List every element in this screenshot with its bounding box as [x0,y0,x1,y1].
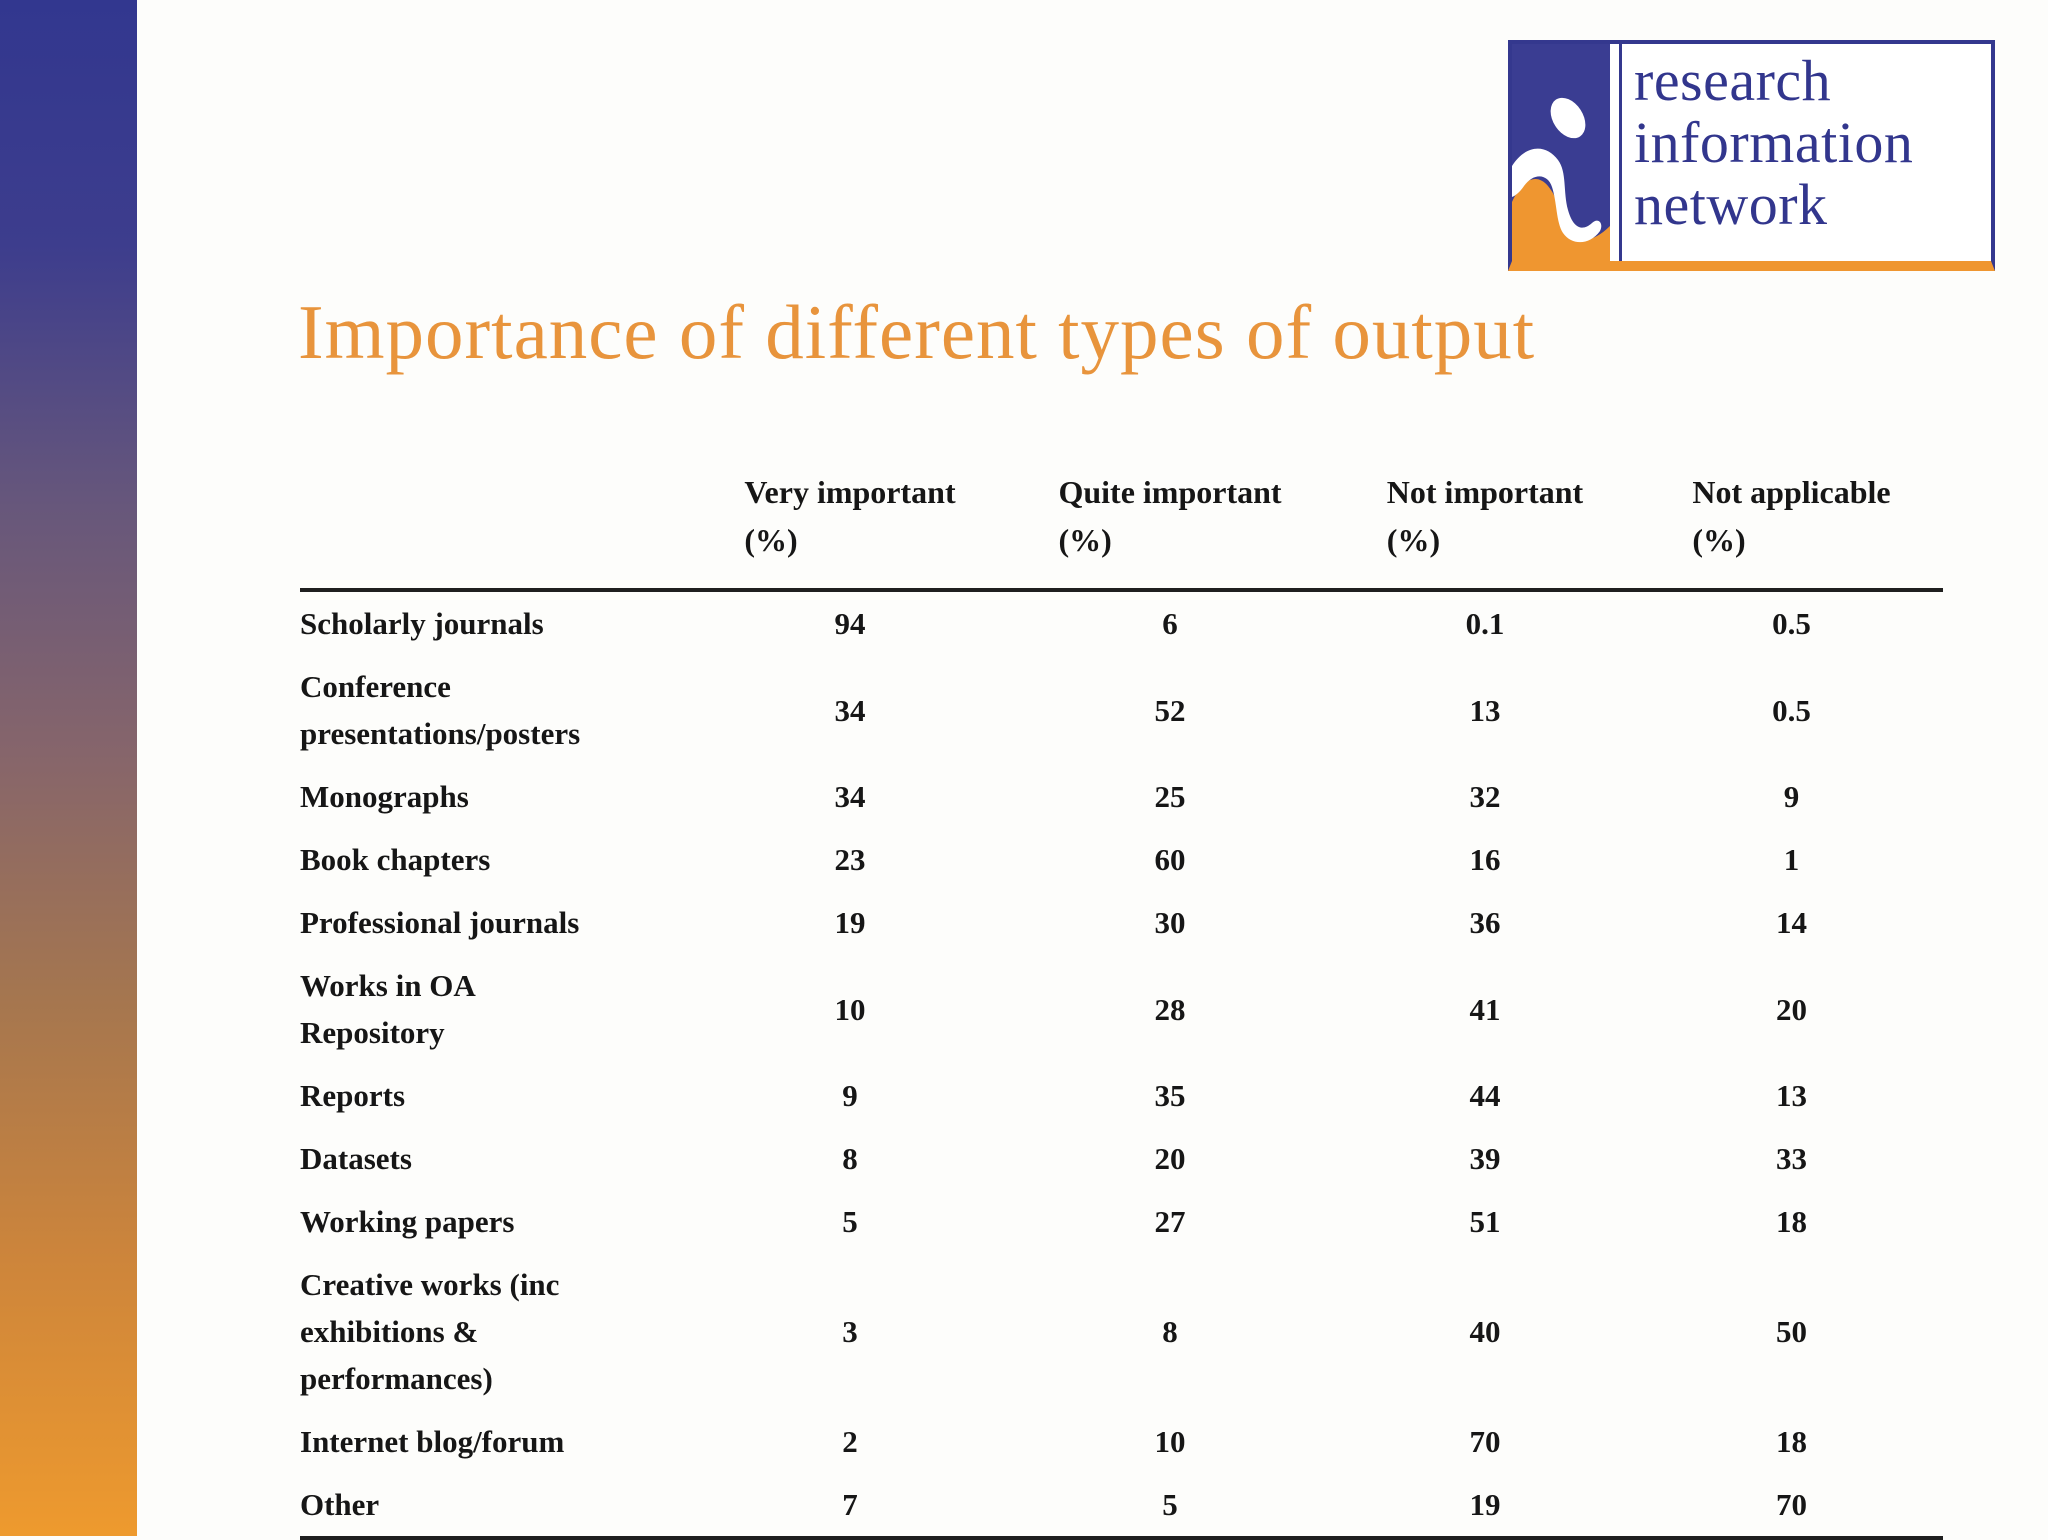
value-cell: 2 [842,1424,858,1459]
row-label-cell: Datasets [300,1141,412,1176]
value-cell: 34 [834,692,866,728]
value-cell: 19 [1330,1473,1640,1540]
table-row: Datasets 8 20 39 33 [300,1127,1943,1190]
header-label: Quite important [1058,474,1282,510]
table-row: Professional journals 19 30 36 14 [300,891,1943,954]
value-cell: 10 [834,991,866,1027]
value-cell: 5 [1010,1473,1330,1540]
table-row: Book chapters 23 60 16 1 [300,828,1943,891]
value-cell: 1 [1783,842,1800,877]
table-header-row: Very important (%) Quite important (%) N… [300,458,1943,592]
value-cell: 32 [1469,779,1501,814]
row-label-cell: Other [300,1473,690,1540]
table-row: Other 7 5 19 70 [300,1473,1943,1540]
value-cell: 20 [1154,1141,1186,1176]
header-cell-empty [300,458,690,592]
value-cell: 16 [1469,842,1501,877]
value-cell: 52 [1154,692,1186,728]
header-unit: (%) [1386,522,1441,558]
header-cell-not-important: Not important (%) [1330,458,1640,592]
value-cell: 41 [1469,991,1501,1027]
value-cell: 70 [1469,1424,1501,1459]
table-row: Working papers 5 27 51 18 [300,1190,1943,1253]
sidebar-gradient-bar [0,0,137,1536]
header-unit: (%) [1692,522,1746,558]
header-unit: (%) [1058,522,1112,558]
header-label: Not applicable [1692,474,1891,510]
table-row: Works in OA Repository 10 28 41 20 [300,954,1943,1064]
rin-logo: research information network [1508,40,1995,271]
table-row: Reports 9 35 44 13 [300,1064,1943,1127]
page-title: Importance of different types of output [298,289,1536,375]
table-body: Scholarly journals 94 6 0.1 0.5 Conference pr… [300,590,1943,1540]
value-cell: 70 [1640,1473,1943,1540]
value-cell: 23 [834,842,866,877]
value-cell: 94 [834,606,866,641]
value-cell: 40 [1469,1314,1501,1349]
logo-text-line: network [1634,172,1828,237]
header-unit: (%) [744,522,798,558]
value-cell: 39 [1469,1141,1501,1176]
value-cell: 19 [834,905,866,940]
row-label-cell: Internet blog/forum [300,1424,565,1459]
value-cell: 13 [1776,1078,1807,1113]
value-cell: 18 [1776,1424,1807,1459]
value-cell: 27 [1154,1204,1186,1239]
logo-text-line: research [1634,48,1832,113]
row-label-cell: Professional journals [300,905,580,940]
table-row: Conference presentations/posters 34 52 13 0.… [300,655,1943,765]
row-label-cell: Book chapters [300,842,491,877]
value-cell: 28 [1154,991,1186,1027]
value-cell: 8 [842,1141,858,1176]
header-cell-quite-important: Quite important (%) [1010,458,1330,592]
header-cell-very-important: Very important (%) [690,458,1010,592]
value-cell: 9 [842,1078,858,1113]
value-cell: 44 [1469,1078,1501,1113]
value-cell: 7 [690,1473,1010,1540]
value-cell: 25 [1154,779,1186,814]
value-cell: 20 [1776,991,1807,1027]
value-cell: 8 [1162,1314,1178,1349]
header-cell-not-applicable: Not applicable (%) [1640,458,1943,592]
row-label-cell: Works in OA Repository [300,968,476,1050]
value-cell: 34 [834,779,866,814]
value-cell: 51 [1469,1204,1501,1239]
table-row: Internet blog/forum 2 10 70 18 [300,1410,1943,1473]
value-cell: 35 [1154,1078,1186,1113]
value-cell: 0.5 [1772,692,1811,728]
value-cell: 0.5 [1772,606,1811,641]
output-importance-table: Very important (%) Quite important (%) N… [300,458,1943,1540]
table-row: Scholarly journals 94 6 0.1 0.5 [300,590,1943,655]
value-cell: 3 [842,1314,858,1349]
header-label: Not important [1386,474,1584,510]
value-cell: 30 [1154,905,1186,940]
logo-wordmark: research information network [1634,50,1913,236]
value-cell: 60 [1154,842,1186,877]
value-cell: 5 [842,1204,858,1239]
value-cell: 50 [1776,1314,1807,1349]
rin-figure-icon [1512,44,1610,261]
header-label: Very important [744,474,956,510]
logo-text-line: information [1634,110,1914,175]
table-row: Monographs 34 25 32 9 [300,765,1943,828]
value-cell: 6 [1162,606,1178,641]
value-cell: 13 [1469,692,1501,728]
value-cell: 10 [1154,1424,1186,1459]
table-row: Creative works (inc exhibitions & perfor… [300,1253,1943,1410]
row-label-cell: Scholarly journals [300,606,544,641]
value-cell: 33 [1776,1141,1807,1176]
value-cell: 14 [1776,905,1807,940]
value-cell: 36 [1469,905,1501,940]
logo-divider [1619,44,1622,261]
value-cell: 18 [1776,1204,1807,1239]
value-cell: 9 [1783,779,1800,814]
row-label-cell: Reports [300,1078,406,1113]
value-cell: 0.1 [1465,606,1505,641]
row-label-cell: Conference presentations/posters [300,669,581,751]
row-label-cell: Creative works (inc exhibitions & perfor… [300,1267,560,1396]
row-label-cell: Working papers [300,1204,515,1239]
row-label-cell: Monographs [300,779,469,814]
